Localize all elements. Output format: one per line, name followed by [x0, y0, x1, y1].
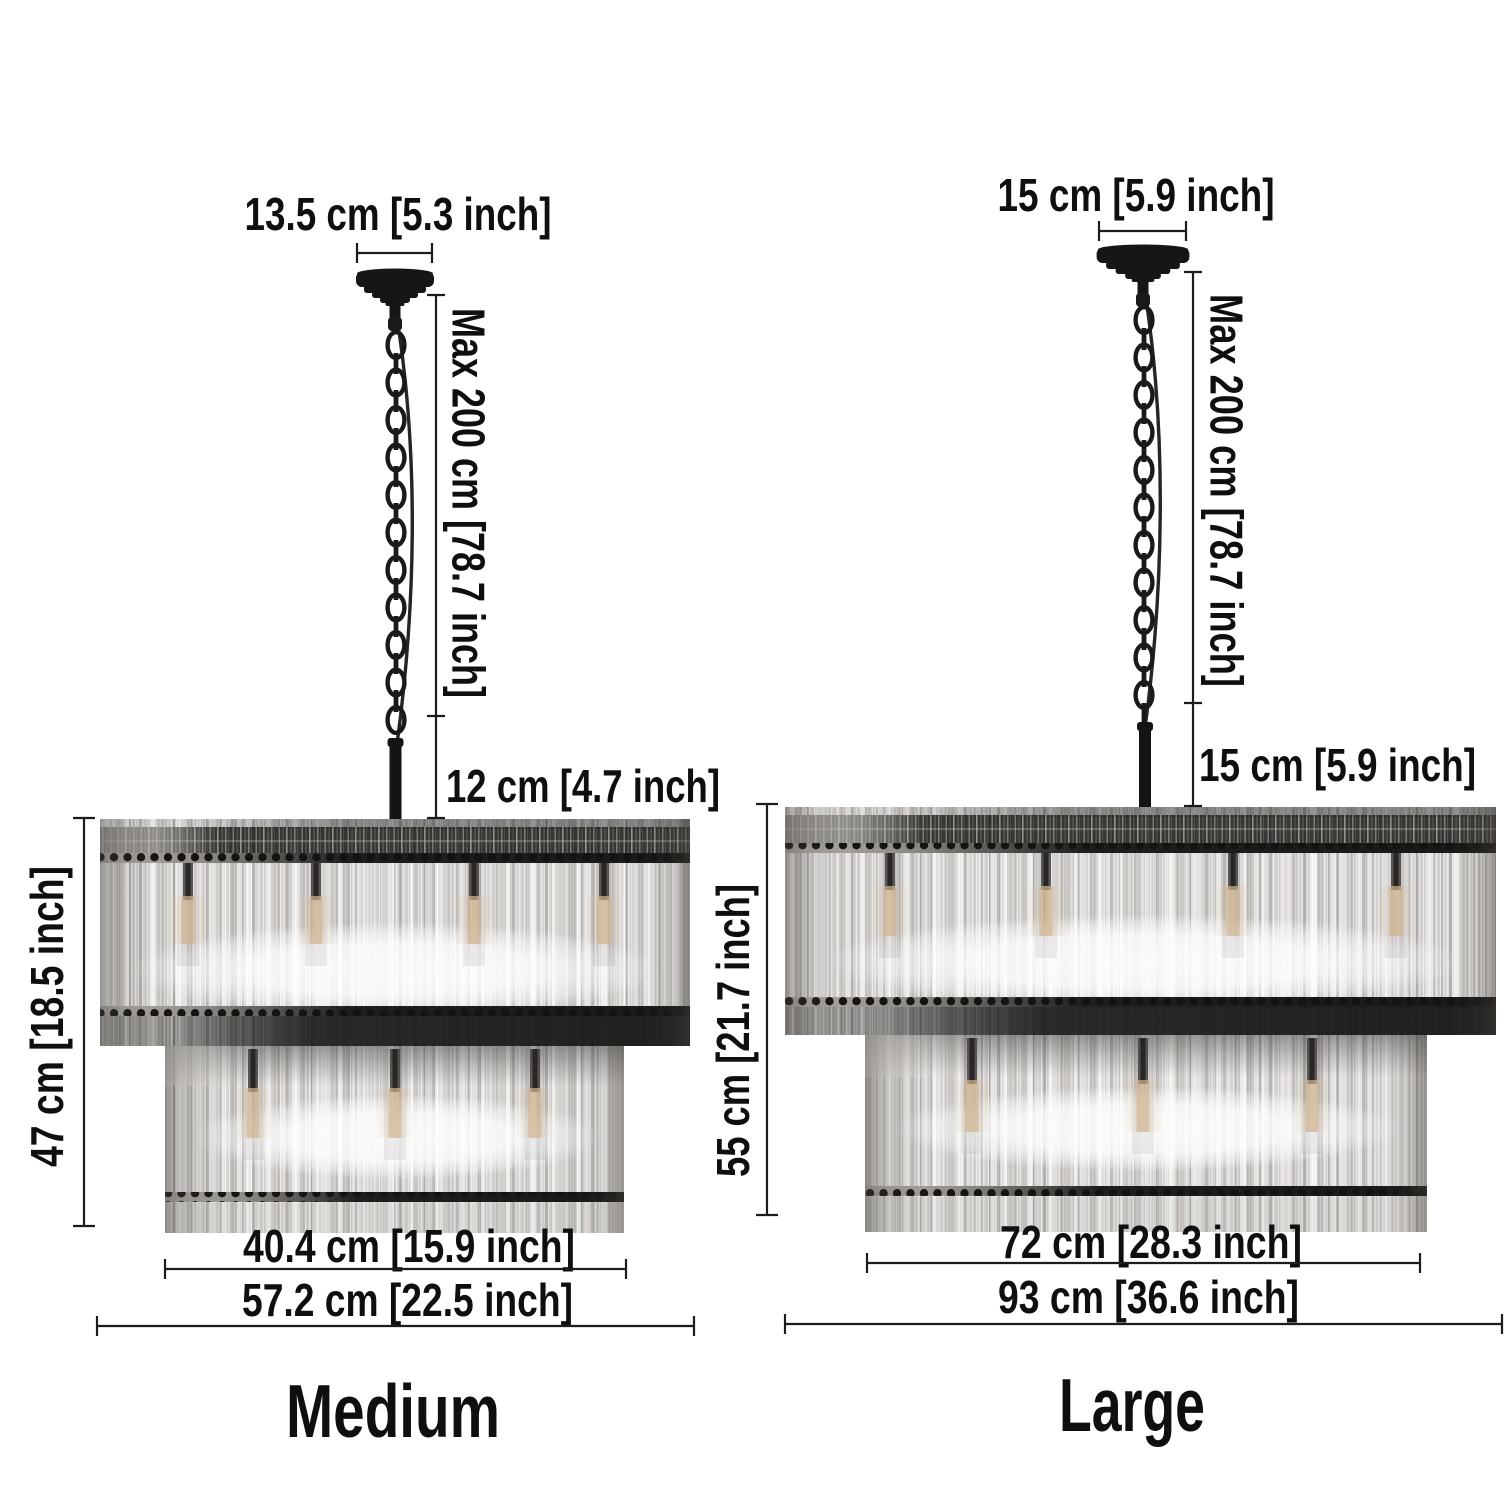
- svg-text:57.2 cm [22.5 inch]: 57.2 cm [22.5 inch]: [242, 1274, 573, 1326]
- svg-text:47 cm [18.5 inch]: 47 cm [18.5 inch]: [21, 866, 73, 1167]
- svg-text:72 cm [28.3 inch]: 72 cm [28.3 inch]: [1000, 1216, 1302, 1268]
- svg-text:Large: Large: [1059, 1363, 1205, 1447]
- svg-text:40.4 cm [15.9 inch]: 40.4 cm [15.9 inch]: [243, 1220, 575, 1272]
- svg-text:Medium: Medium: [286, 1369, 500, 1453]
- svg-text:12 cm [4.7 inch]: 12 cm [4.7 inch]: [446, 760, 720, 812]
- svg-text:15 cm [5.9 inch]: 15 cm [5.9 inch]: [1199, 739, 1476, 791]
- svg-text:Max 200 cm [78.7 inch]: Max 200 cm [78.7 inch]: [1201, 294, 1253, 687]
- svg-text:15 cm [5.9 inch]: 15 cm [5.9 inch]: [998, 169, 1275, 221]
- svg-text:13.5 cm [5.3 inch]: 13.5 cm [5.3 inch]: [245, 188, 552, 240]
- svg-text:Max 200 cm [78.7 inch]: Max 200 cm [78.7 inch]: [443, 308, 495, 698]
- svg-text:93 cm [36.6 inch]: 93 cm [36.6 inch]: [998, 1271, 1299, 1323]
- svg-text:55 cm [21.7 inch]: 55 cm [21.7 inch]: [707, 884, 759, 1177]
